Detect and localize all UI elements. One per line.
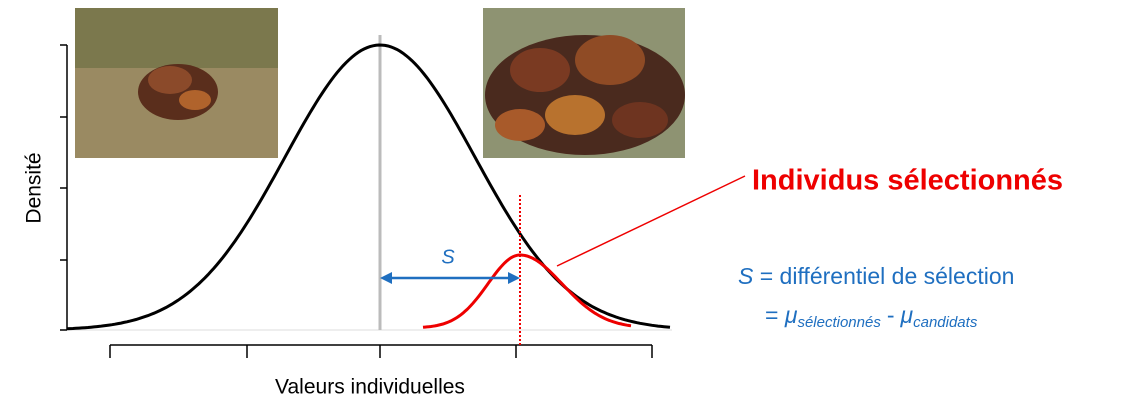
x-axis-label: Valeurs individuelles (275, 376, 465, 399)
arrow-label: S (441, 246, 455, 268)
mu: μ (900, 302, 914, 328)
subscript: sélectionnés (797, 314, 881, 331)
selection-arrow (380, 272, 520, 284)
symbol: S (738, 263, 754, 289)
y-axis-label: Densité (23, 152, 46, 223)
mu: μ (784, 302, 798, 328)
photo-left (75, 8, 278, 158)
axes (60, 44, 653, 358)
equals: = (765, 302, 778, 328)
definition-line-2: = μsélectionnés - μcandidats (765, 302, 978, 331)
photo-right (483, 8, 685, 158)
definition-line-1: S = différentiel de sélection (738, 263, 1014, 289)
minus: - (887, 302, 895, 328)
selected-curve (422, 253, 632, 329)
definition-text: = différentiel de sélection (760, 263, 1015, 289)
callout-line (556, 175, 746, 267)
subscript: candidats (913, 314, 978, 331)
callout: Individus sélectionnés (752, 165, 1063, 197)
